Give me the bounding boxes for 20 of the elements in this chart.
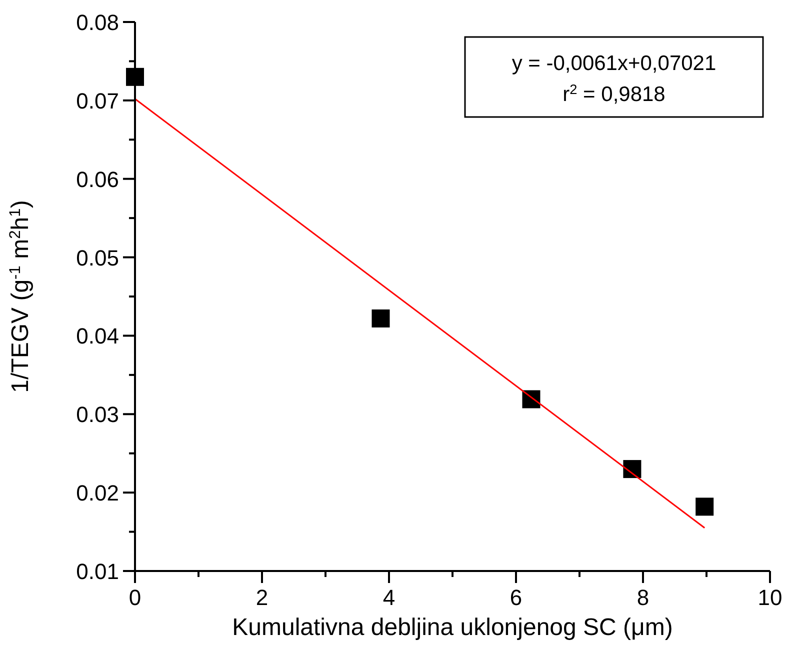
x-axis-title: Kumulativna debljina uklonjenog SC (μm) <box>232 614 673 641</box>
point <box>372 309 390 328</box>
point <box>623 460 642 478</box>
x-tick-label: 10 <box>758 585 782 610</box>
y-tick-label: 0.04 <box>76 324 119 349</box>
x-tick-label: 4 <box>382 585 396 610</box>
x-tick-label: 8 <box>636 585 650 610</box>
y-tick-label: 0.05 <box>76 245 119 270</box>
annotation: y = -0,0061x+0,07021 <box>512 52 716 75</box>
x-tick-label: 2 <box>256 585 268 610</box>
point <box>696 498 714 516</box>
y-tick-label: 0.01 <box>76 559 119 584</box>
y-tick-label: 0.02 <box>76 480 119 506</box>
annotation: r$^{2}$ = 0,9818 <box>562 82 666 106</box>
y-tick-label: 0.06 <box>76 166 119 192</box>
y-tick-label: 0.07 <box>76 88 119 114</box>
x-tick-label: 0 <box>128 585 142 610</box>
y-tick-label: 0.03 <box>76 402 119 428</box>
x-tick-label: 6 <box>510 585 522 610</box>
y-tick-label: 0.08 <box>76 10 119 35</box>
